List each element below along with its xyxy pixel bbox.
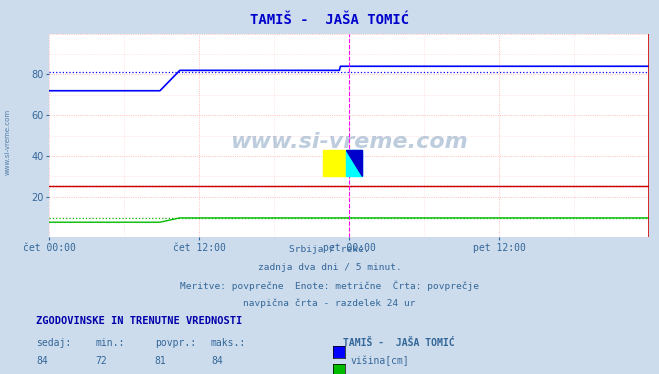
Bar [346, 150, 362, 177]
Text: TAMIŠ -  JAŠA TOMIĆ: TAMIŠ - JAŠA TOMIĆ [343, 338, 454, 348]
Text: povpr.:: povpr.: [155, 338, 196, 348]
Text: sedaj:: sedaj: [36, 338, 71, 348]
Text: min.:: min.: [96, 338, 125, 348]
Text: zadnja dva dni / 5 minut.: zadnja dva dni / 5 minut. [258, 263, 401, 272]
Text: ZGODOVINSKE IN TRENUTNE VREDNOSTI: ZGODOVINSKE IN TRENUTNE VREDNOSTI [36, 316, 243, 326]
Text: 81: 81 [155, 356, 167, 366]
Text: Meritve: povprečne  Enote: metrične  Črta: povprečje: Meritve: povprečne Enote: metrične Črta:… [180, 281, 479, 291]
Text: TAMIŠ -  JAŠA TOMIĆ: TAMIŠ - JAŠA TOMIĆ [250, 13, 409, 27]
Text: 84: 84 [211, 356, 223, 366]
Text: 84: 84 [36, 356, 48, 366]
Text: 72: 72 [96, 356, 107, 366]
Text: maks.:: maks.: [211, 338, 246, 348]
Text: Srbija / reke.: Srbija / reke. [289, 245, 370, 254]
Text: navpična črta - razdelek 24 ur: navpična črta - razdelek 24 ur [243, 299, 416, 308]
Text: višina[cm]: višina[cm] [351, 356, 409, 366]
Text: www.si-vreme.com: www.si-vreme.com [231, 132, 468, 152]
Bar [324, 150, 346, 177]
Text: www.si-vreme.com: www.si-vreme.com [5, 109, 11, 175]
Polygon shape [346, 150, 362, 177]
